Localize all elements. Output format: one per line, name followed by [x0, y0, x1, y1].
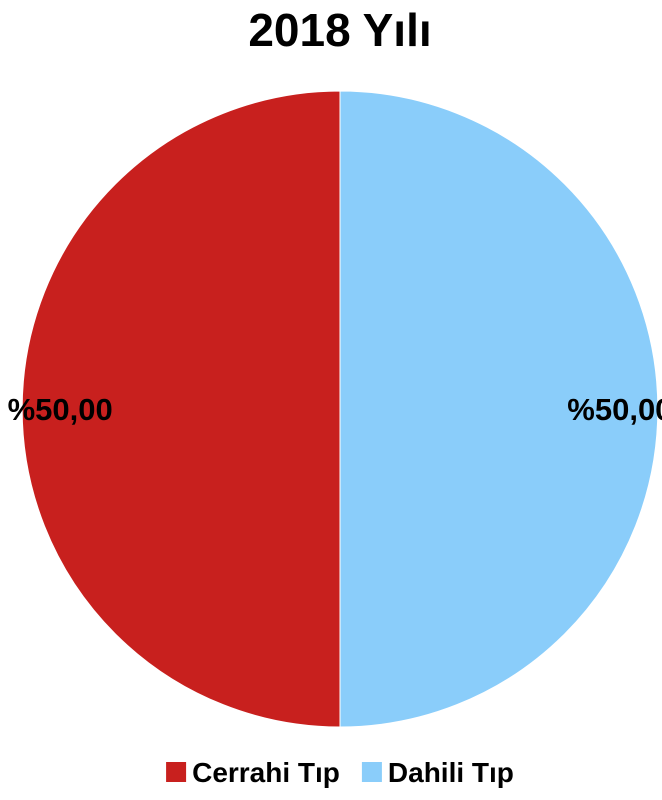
legend-swatch-2 [361, 762, 382, 782]
data-labels: %50,00 %50,00 [8, 392, 662, 427]
legend-swatch-1 [166, 762, 187, 782]
legend-label-2: Dahili Tıp [388, 757, 514, 788]
legend-label-1: Cerrahi Tıp [192, 757, 340, 788]
legend: Cerrahi Tıp Dahili Tıp [166, 757, 514, 788]
pie-slice-2 [339, 90, 659, 728]
data-label-1: %50,00 [8, 392, 113, 427]
pie-slice-1 [21, 90, 341, 728]
pie-slices [21, 90, 659, 728]
chart-title: 2018 Yılı [248, 4, 431, 56]
data-label-2: %50,00 [567, 392, 662, 427]
